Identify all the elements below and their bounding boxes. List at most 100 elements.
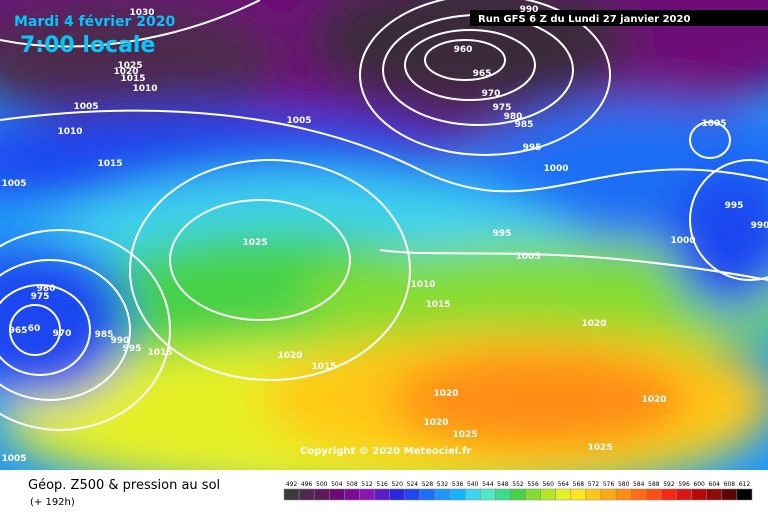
isobar-label: 985 [95,330,114,340]
isobar-label: 970 [53,329,72,339]
isobar-label: 1005 [286,116,311,126]
isobar-label: 1020 [433,389,458,399]
isobar-label: 995 [523,143,542,153]
colorbar-tick-label: 608 [724,481,736,488]
isobar-label: 990 [520,5,539,15]
run-box [470,10,768,26]
colorbar-swatch [570,488,587,501]
isobar-label: 975 [31,292,50,302]
geopotential-field [0,0,768,470]
time-label: 7:00 locale [20,33,155,58]
colorbar-tick-label: 504 [331,481,343,488]
colorbar-swatch [706,488,723,501]
colorbar-swatch [329,488,345,501]
colorbar-tick-label: 592 [663,481,675,488]
colorbar-tick-label: 540 [467,481,479,488]
isobar-label: 1030 [129,8,154,18]
isobar-label: 1015 [425,300,450,310]
colorbar-tick-label: 500 [316,481,328,488]
isobar-label: 1015 [120,74,145,84]
colorbar-swatch [615,488,632,501]
colorbar-swatch [374,488,390,501]
isobar-label: 1025 [587,443,612,453]
colorbar-swatch [555,488,572,501]
isobar-label: 1005 [1,454,26,464]
colorbar-swatch [344,488,360,501]
colorbar-tick-label: 520 [391,481,403,488]
copyright: Copyright © 2020 Meteociel.fr [300,446,471,457]
isobar-label: 1020 [423,418,448,428]
colorbar-tick-label: 604 [709,481,721,488]
colorbar-tick-label: 572 [588,481,600,488]
isobar-label: 1025 [452,430,477,440]
colorbar-swatch [434,488,451,501]
colorbar-swatch [736,488,753,501]
footer-lead: (+ 192h) [30,497,75,508]
colorbar-tick-label: 496 [301,481,313,488]
colorbar-tick-label: 536 [452,481,464,488]
colorbar-tick-label: 596 [678,481,690,488]
isobar-label: 990 [111,336,130,346]
footer-title: Géop. Z500 & pression au sol [28,478,220,493]
colorbar-tick-label: 548 [497,481,509,488]
isobar-label: 1020 [113,67,138,77]
colorbar-swatch [389,488,406,501]
colorbar-tick-label: 556 [527,481,539,488]
isobar-label: 1010 [57,127,82,137]
colorbar-tick-label: 568 [573,481,585,488]
isobar-label: 1010 [410,280,435,290]
isobar-label: 995 [123,344,142,354]
isobar-label: 960 [454,45,473,55]
colorbar-swatch [646,488,662,501]
isobar-label: 985 [515,120,534,130]
colorbar-swatch [283,488,300,501]
colorbar-tick-label: 508 [346,481,358,488]
colorbar-tick-label: 564 [558,481,570,488]
isobar-label: 980 [37,284,56,294]
isobar-label: 1000 [670,236,695,246]
colorbar-tick-label: 492 [286,481,298,488]
isobar-label: 1010 [132,84,157,94]
colorbar-swatch [600,488,617,501]
colorbar-swatch [676,488,692,501]
isobar-label: 1020 [277,351,302,361]
colorbar-tick-label: 560 [542,481,554,488]
colorbar-swatch [449,488,466,501]
run-label: Run GFS 6 Z du Lundi 27 janvier 2020 [478,14,690,25]
isobar-label: 1020 [641,395,666,405]
date-label: Mardi 4 février 2020 [14,14,176,30]
colorbar-tick-label: 600 [693,481,705,488]
colorbar-swatch [540,488,556,501]
isobar-label: 1015 [147,348,172,358]
colorbar-tick-label: 544 [482,481,494,488]
colorbar-tick-label: 552 [512,481,524,488]
colorbar-tick-label: 524 [407,481,419,488]
isobar-label: 965 [473,69,492,79]
colorbar-tick-label: 516 [376,481,388,488]
colorbar-swatch [359,488,375,501]
colorbar-swatch [525,488,541,501]
isobar-label: 1025 [117,61,142,71]
colorbar-tick-label: 580 [618,481,630,488]
isobar-label: 1005 [1,179,26,189]
isobar-label: 1015 [97,159,122,169]
isobar-label: 965 [9,326,28,336]
isobar-label: 980 [504,112,523,122]
colorbar-swatch [419,488,436,501]
colorbar-swatch [313,488,330,501]
isobar-label: 1005 [515,252,540,262]
colorbar-swatch [404,488,421,501]
isobar-label: 995 [725,201,744,211]
isobar-label: 1015 [311,362,336,372]
isobar-label: 975 [493,103,512,113]
isobar-label: 1020 [581,319,606,329]
colorbar-swatch [691,488,707,501]
colorbar-swatch [510,488,526,501]
isobar-label: 995 [493,229,512,239]
colorbar-swatch [721,488,738,501]
colorbar-swatch [298,488,315,501]
colorbar-tick-label: 532 [437,481,449,488]
isobar-label: 970 [482,89,501,99]
colorbar-tick-label: 612 [739,481,751,488]
